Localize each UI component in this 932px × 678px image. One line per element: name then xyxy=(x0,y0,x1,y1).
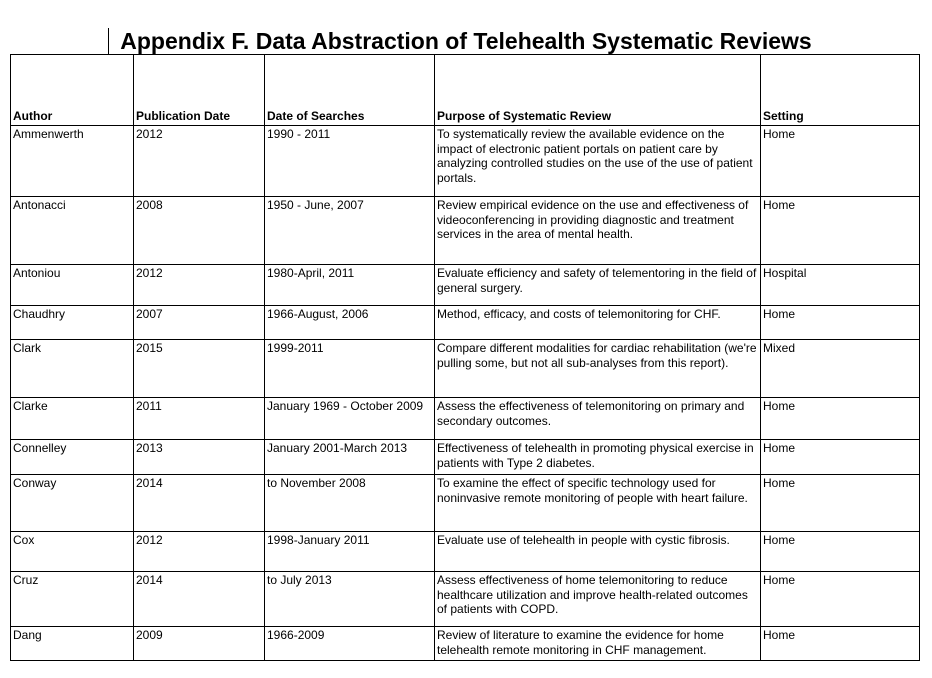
cell-purpose: Assess the effectiveness of telemonitori… xyxy=(434,397,761,440)
cell-date-of-searches: 1950 - June, 2007 xyxy=(264,196,435,265)
cell-purpose: Evaluate use of telehealth in people wit… xyxy=(434,531,761,572)
cell-purpose: To systematically review the available e… xyxy=(434,125,761,197)
cell-setting: Home xyxy=(760,305,920,340)
cell-date-of-searches: 1980-April, 2011 xyxy=(264,264,435,306)
cell-setting: Mixed xyxy=(760,339,920,398)
cell-date-of-searches: to July 2013 xyxy=(264,571,435,627)
cell-author: Clark xyxy=(10,339,134,398)
cell-publication-date: 2014 xyxy=(133,571,265,627)
table-row: Conway 2014 to November 2008 To examine the… xyxy=(10,474,920,532)
cell-setting: Home xyxy=(760,531,920,572)
cell-purpose: Evaluate efficiency and safety of teleme… xyxy=(434,264,761,306)
table-row: Clarke 2011 January 1969 - October 2009 Ass… xyxy=(10,397,920,440)
cell-publication-date: 2008 xyxy=(133,196,265,265)
cell-author: Antoniou xyxy=(10,264,134,306)
column-header-publication-date: Publication Date xyxy=(133,54,265,126)
cell-purpose: Effectiveness of telehealth in promoting… xyxy=(434,439,761,475)
cell-date-of-searches: 1966-2009 xyxy=(264,626,435,661)
table-header-row: Author Publication Date Date of Searches Pu… xyxy=(10,54,920,126)
cell-publication-date: 2011 xyxy=(133,397,265,440)
page-title: Appendix F. Data Abstraction of Teleheal… xyxy=(120,28,812,54)
text-cursor xyxy=(108,28,109,54)
cell-setting: Home xyxy=(760,397,920,440)
column-header-purpose: Purpose of Systematic Review xyxy=(434,54,761,126)
column-header-date-of-searches: Date of Searches xyxy=(264,54,435,126)
cell-purpose: Method, efficacy, and costs of telemonit… xyxy=(434,305,761,340)
cell-publication-date: 2013 xyxy=(133,439,265,475)
cell-publication-date: 2014 xyxy=(133,474,265,532)
cell-publication-date: 2012 xyxy=(133,125,265,197)
cell-setting: Home xyxy=(760,439,920,475)
table-row: Cruz 2014 to July 2013 Assess effectiveness… xyxy=(10,571,920,627)
cell-date-of-searches: 1999-2011 xyxy=(264,339,435,398)
cell-setting: Hospital xyxy=(760,264,920,306)
table-row: Chaudhry 2007 1966-August, 2006 Method, eff… xyxy=(10,305,920,340)
cell-publication-date: 2009 xyxy=(133,626,265,661)
table-row: Connelley 2013 January 2001-March 2013 Effe… xyxy=(10,439,920,475)
column-header-author: Author xyxy=(10,54,134,126)
cell-author: Ammenwerth xyxy=(10,125,134,197)
cell-author: Connelley xyxy=(10,439,134,475)
cell-setting: Home xyxy=(760,125,920,197)
column-header-setting: Setting xyxy=(760,54,920,126)
cell-author: Cruz xyxy=(10,571,134,627)
cell-publication-date: 2007 xyxy=(133,305,265,340)
cell-setting: Home xyxy=(760,571,920,627)
cell-purpose: Compare different modalities for cardiac… xyxy=(434,339,761,398)
cell-author: Cox xyxy=(10,531,134,572)
cell-date-of-searches: 1998-January 2011 xyxy=(264,531,435,572)
cell-date-of-searches: January 2001-March 2013 xyxy=(264,439,435,475)
cell-date-of-searches: 1966-August, 2006 xyxy=(264,305,435,340)
cell-date-of-searches: to November 2008 xyxy=(264,474,435,532)
cell-purpose: Assess effectiveness of home telemonitor… xyxy=(434,571,761,627)
data-abstraction-table: Author Publication Date Date of Searches Pu… xyxy=(10,54,920,661)
cell-purpose: To examine the effect of specific techno… xyxy=(434,474,761,532)
cell-purpose: Review empirical evidence on the use and… xyxy=(434,196,761,265)
cell-publication-date: 2012 xyxy=(133,531,265,572)
cell-setting: Home xyxy=(760,626,920,661)
cell-author: Dang xyxy=(10,626,134,661)
cell-author: Conway xyxy=(10,474,134,532)
cell-purpose: Review of literature to examine the evid… xyxy=(434,626,761,661)
cell-author: Antonacci xyxy=(10,196,134,265)
table-row: Cox 2012 1998-January 2011 Evaluate use of … xyxy=(10,531,920,572)
cell-author: Clarke xyxy=(10,397,134,440)
table-row: Clark 2015 1999-2011 Compare different moda… xyxy=(10,339,920,398)
table-row: Antoniou 2012 1980-April, 2011 Evaluate eff… xyxy=(10,264,920,306)
table-row: Dang 2009 1966-2009 Review of literature to… xyxy=(10,626,920,661)
cell-publication-date: 2015 xyxy=(133,339,265,398)
cell-setting: Home xyxy=(760,196,920,265)
cell-date-of-searches: 1990 - 2011 xyxy=(264,125,435,197)
cell-author: Chaudhry xyxy=(10,305,134,340)
table-row: Antonacci 2008 1950 - June, 2007 Review emp… xyxy=(10,196,920,265)
table-row: Ammenwerth 2012 1990 - 2011 To systematical… xyxy=(10,125,920,197)
cell-date-of-searches: January 1969 - October 2009 xyxy=(264,397,435,440)
cell-publication-date: 2012 xyxy=(133,264,265,306)
cell-setting: Home xyxy=(760,474,920,532)
